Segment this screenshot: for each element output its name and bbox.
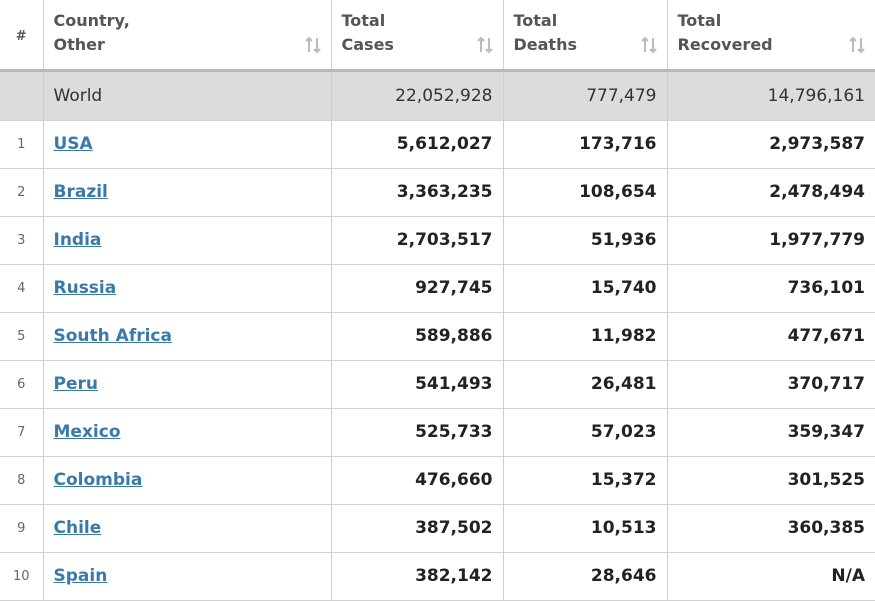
- number-cell: 541,493: [330, 360, 504, 409]
- number-cell: 387,502: [330, 504, 504, 553]
- rank-cell: [0, 70, 44, 121]
- country-row: 8 Colombia 476,660 15,372 301,525: [0, 456, 875, 505]
- rank-cell: 4: [0, 264, 44, 313]
- country-row: 1 USA 5,612,027 173,716 2,973,587: [0, 120, 875, 169]
- number-cell: 2,703,517: [330, 216, 504, 265]
- country-cell: Colombia: [42, 456, 332, 505]
- country-cell: Russia: [42, 264, 332, 313]
- world-row: World 22,052,928 777,479 14,796,161: [0, 70, 875, 121]
- country-link[interactable]: Russia: [53, 278, 117, 298]
- sort-icon[interactable]: [640, 36, 657, 54]
- number-cell: 1,977,779: [666, 216, 875, 265]
- number-cell: 736,101: [666, 264, 875, 313]
- rank-cell: 6: [0, 360, 44, 409]
- country-link[interactable]: India: [53, 230, 102, 250]
- sort-icon[interactable]: [476, 36, 493, 54]
- number-cell: 359,347: [666, 408, 875, 457]
- country-link[interactable]: USA: [53, 134, 93, 154]
- number-cell: 476,660: [330, 456, 504, 505]
- sort-icon[interactable]: [304, 36, 321, 54]
- number-cell: 382,142: [330, 552, 504, 601]
- header-label: Total Cases: [341, 11, 394, 54]
- country-cell: Chile: [42, 504, 332, 553]
- column-header[interactable]: Country, Other: [42, 0, 332, 72]
- number-cell: 525,733: [330, 408, 504, 457]
- country-cell: World: [42, 70, 332, 121]
- header-label: Country, Other: [53, 11, 130, 54]
- country-link[interactable]: South Africa: [53, 326, 173, 346]
- table-body: World 22,052,928 777,479 14,796,161 1 USA 5,61…: [0, 70, 875, 601]
- number-cell: N/A: [666, 552, 875, 601]
- country-row: 7 Mexico 525,733 57,023 359,347: [0, 408, 875, 457]
- country-cell: Brazil: [42, 168, 332, 217]
- country-row: 5 South Africa 589,886 11,982 477,671: [0, 312, 875, 361]
- country-link[interactable]: Spain: [53, 566, 108, 586]
- number-cell: 477,671: [666, 312, 875, 361]
- header-row: # Country, Other Total Cases Total Deaths To…: [0, 0, 875, 72]
- country-link[interactable]: Chile: [53, 518, 102, 538]
- country-cell: Peru: [42, 360, 332, 409]
- table-header: # Country, Other Total Cases Total Deaths To…: [0, 0, 875, 72]
- country-link[interactable]: Colombia: [53, 470, 143, 490]
- rank-cell: 10: [0, 552, 44, 601]
- number-cell: 28,646: [502, 552, 668, 601]
- header-label: Total Deaths: [513, 11, 578, 54]
- country-link[interactable]: Brazil: [53, 182, 108, 202]
- rank-cell: 9: [0, 504, 44, 553]
- country-row: 6 Peru 541,493 26,481 370,717: [0, 360, 875, 409]
- country-link[interactable]: Mexico: [53, 422, 121, 442]
- number-cell: 22,052,928: [330, 70, 504, 121]
- number-cell: 108,654: [502, 168, 668, 217]
- country-row: 9 Chile 387,502 10,513 360,385: [0, 504, 875, 553]
- number-cell: 14,796,161: [666, 70, 875, 121]
- country-cell: Spain: [42, 552, 332, 601]
- country-cell: USA: [42, 120, 332, 169]
- number-cell: 301,525: [666, 456, 875, 505]
- rank-cell: 3: [0, 216, 44, 265]
- country-cell: South Africa: [42, 312, 332, 361]
- number-cell: 370,717: [666, 360, 875, 409]
- country-cell: Mexico: [42, 408, 332, 457]
- column-header[interactable]: Total Cases: [330, 0, 504, 72]
- column-header[interactable]: Total Recovered: [666, 0, 875, 72]
- number-cell: 589,886: [330, 312, 504, 361]
- number-cell: 15,372: [502, 456, 668, 505]
- header-label: Total Recovered: [677, 11, 773, 54]
- country-link[interactable]: Peru: [53, 374, 98, 394]
- number-cell: 51,936: [502, 216, 668, 265]
- country-cell: India: [42, 216, 332, 265]
- rank-cell: 7: [0, 408, 44, 457]
- country-row: 2 Brazil 3,363,235 108,654 2,478,494: [0, 168, 875, 217]
- rank-cell: 2: [0, 168, 44, 217]
- country-row: 4 Russia 927,745 15,740 736,101: [0, 264, 875, 313]
- rank-cell: 5: [0, 312, 44, 361]
- country-row: 10 Spain 382,142 28,646 N/A: [0, 552, 875, 601]
- rank-cell: 8: [0, 456, 44, 505]
- number-cell: 2,478,494: [666, 168, 875, 217]
- sort-icon[interactable]: [849, 36, 865, 54]
- column-header[interactable]: Total Deaths: [502, 0, 668, 72]
- number-cell: 26,481: [502, 360, 668, 409]
- number-cell: 927,745: [330, 264, 504, 313]
- number-cell: 173,716: [502, 120, 668, 169]
- rank-cell: 1: [0, 120, 44, 169]
- header-label: #: [15, 29, 27, 45]
- number-cell: 57,023: [502, 408, 668, 457]
- column-header: #: [0, 0, 44, 72]
- number-cell: 777,479: [502, 70, 668, 121]
- number-cell: 15,740: [502, 264, 668, 313]
- country-row: 3 India 2,703,517 51,936 1,977,779: [0, 216, 875, 265]
- number-cell: 360,385: [666, 504, 875, 553]
- number-cell: 11,982: [502, 312, 668, 361]
- number-cell: 5,612,027: [330, 120, 504, 169]
- number-cell: 3,363,235: [330, 168, 504, 217]
- number-cell: 2,973,587: [666, 120, 875, 169]
- number-cell: 10,513: [502, 504, 668, 553]
